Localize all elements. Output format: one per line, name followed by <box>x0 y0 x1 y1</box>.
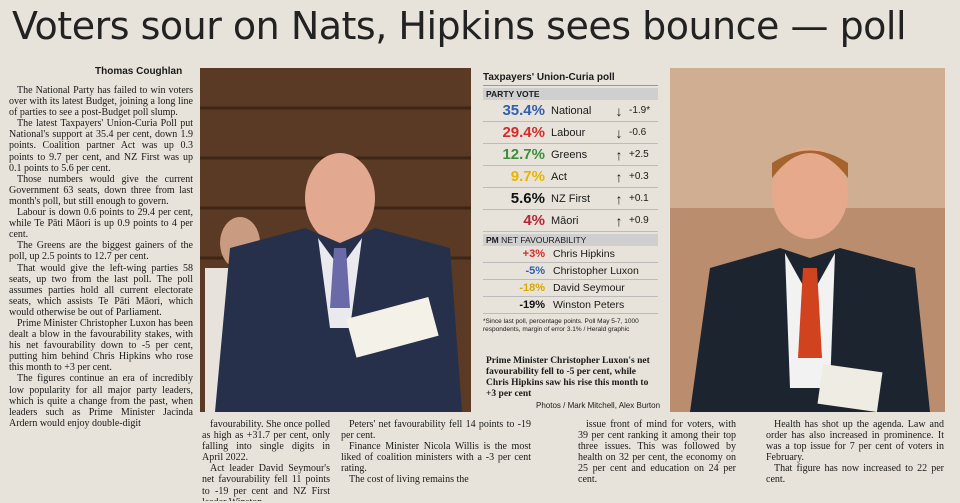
bottom-column: Peters' net favourability fell 14 points… <box>341 419 531 501</box>
paragraph: Act leader David Seymour's net favourabi… <box>202 463 330 501</box>
leader-value: -18% <box>519 282 545 294</box>
party-change: -1.9* <box>629 105 651 116</box>
photo-hipkins <box>670 68 945 412</box>
party-row: 5.6% NZ First ↑ +0.1 <box>483 188 658 210</box>
party-name: Greens <box>551 148 588 161</box>
leader-row: -18% David Seymour <box>483 280 658 297</box>
photo-luxon <box>200 68 471 412</box>
paragraph: favourability. She once polled as high a… <box>202 419 330 464</box>
party-name: Labour <box>551 126 586 139</box>
party-change: +0.1 <box>629 193 649 204</box>
poll-box: Taxpayers' Union-Curia poll PARTY VOTE 3… <box>483 70 658 334</box>
leader-name: Winston Peters <box>553 299 625 311</box>
fav-heading: NET FAVOURABILITY <box>501 235 587 245</box>
party-row: 4% Māori ↑ +0.9 <box>483 210 658 232</box>
bottom-column: favourability. She once polled as high a… <box>202 419 330 501</box>
paragraph: issue front of mind for voters, with 39 … <box>578 419 736 486</box>
paragraph: The National Party has failed to win vot… <box>9 85 193 119</box>
left-column: The National Party has failed to win vot… <box>9 85 193 501</box>
paragraph: Peters' net favourability fell 14 points… <box>341 419 531 442</box>
paragraph: Labour is down 0.6 points to 29.4 per ce… <box>9 207 193 241</box>
paragraph: Prime Minister Christopher Luxon has bee… <box>9 317 193 374</box>
paragraph: That would give the left-wing parties 58… <box>9 262 193 318</box>
leader-name: Christopher Luxon <box>553 265 639 277</box>
party-value: 12.7% <box>502 146 545 163</box>
party-change: +0.3 <box>629 171 649 182</box>
party-value: 5.6% <box>510 190 545 207</box>
leader-name: David Seymour <box>553 282 625 294</box>
caption: Prime Minister Christopher Luxon's net f… <box>486 356 650 399</box>
leader-row: +3% Chris Hipkins <box>483 246 658 263</box>
poll-title: Taxpayers' Union-Curia poll <box>483 70 658 86</box>
section-heading: PM NET FAVOURABILITY <box>483 234 658 246</box>
paragraph: The Greens are the biggest gainers of th… <box>9 240 193 263</box>
party-name: Māori <box>551 214 579 227</box>
headline: Voters sour on Nats, Hipkins sees bounce… <box>12 4 907 48</box>
footnote: *Since last poll, percentage points. Pol… <box>483 318 639 333</box>
leader-value: -5% <box>525 265 545 277</box>
paragraph: The cost of living remains the <box>349 474 469 486</box>
change-arrow: ↑ <box>615 146 623 163</box>
section-heading: PARTY VOTE <box>483 88 658 100</box>
bottom-column: Health has shot up the agenda. Law and o… <box>766 419 944 501</box>
party-value: 4% <box>523 212 545 229</box>
party-change: +0.9 <box>629 215 649 226</box>
party-name: National <box>551 104 592 117</box>
party-row: 29.4% Labour ↓ -0.6 <box>483 122 658 144</box>
party-change: -0.6 <box>629 127 647 138</box>
party-value: 35.4% <box>502 102 545 119</box>
leader-value: +3% <box>522 248 545 260</box>
leader-value: -19% <box>519 299 545 311</box>
party-change: +2.5 <box>629 149 649 160</box>
bottom-column: issue front of mind for voters, with 39 … <box>578 419 736 501</box>
change-arrow: ↑ <box>615 168 623 185</box>
byline: Thomas Coughlan <box>95 66 183 77</box>
change-arrow: ↑ <box>615 190 623 207</box>
party-row: 35.4% National ↓ -1.9* <box>483 100 658 122</box>
paragraph: The latest Taxpayers' Union-Curia Poll p… <box>9 118 193 174</box>
party-name: Act <box>551 170 567 183</box>
pm-heading: PM <box>486 235 499 245</box>
paragraph: Health has shot up the agenda. Law and o… <box>766 419 944 464</box>
change-arrow: ↓ <box>615 102 623 119</box>
paragraph: The figures continue an era of incredibl… <box>9 373 193 429</box>
paragraph: That figure has now increased to 22 per … <box>766 463 944 486</box>
leader-row: -19% Winston Peters <box>483 297 658 314</box>
change-arrow: ↓ <box>615 124 623 141</box>
party-row: 12.7% Greens ↑ +2.5 <box>483 144 658 166</box>
party-value: 29.4% <box>502 124 545 141</box>
party-value: 9.7% <box>510 168 545 185</box>
leader-name: Chris Hipkins <box>553 248 615 260</box>
change-arrow: ↑ <box>615 212 623 229</box>
party-name: NZ First <box>551 192 591 205</box>
photo-credit: Photos / Mark Mitchell, Alex Burton <box>536 401 661 410</box>
party-row: 9.7% Act ↑ +0.3 <box>483 166 658 188</box>
paragraph: Those numbers would give the current Gov… <box>9 173 193 207</box>
paragraph: Finance Minister Nicola Willis is the mo… <box>341 441 531 475</box>
leader-row: -5% Christopher Luxon <box>483 263 658 280</box>
